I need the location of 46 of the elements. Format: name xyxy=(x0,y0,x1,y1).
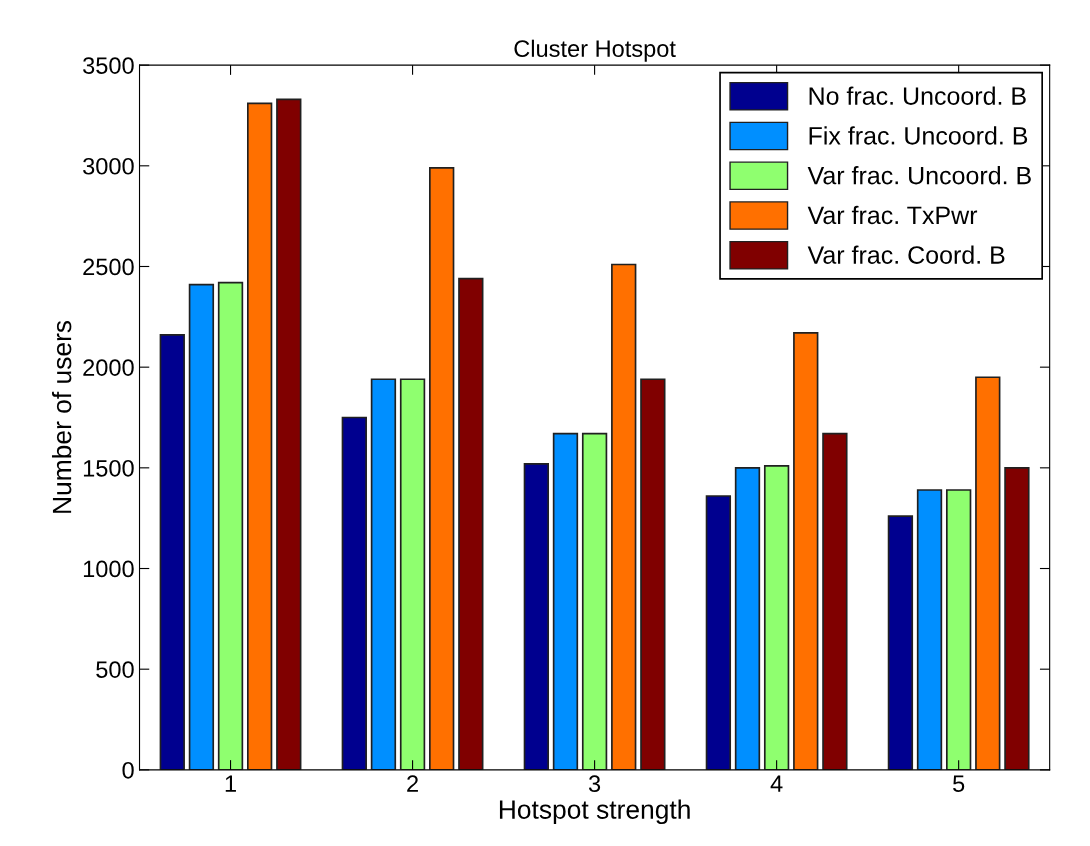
bar xyxy=(734,467,761,770)
y-tick-label: 1000 xyxy=(83,560,134,578)
y-tick-label: 2500 xyxy=(83,258,134,276)
bar xyxy=(246,102,273,770)
bar xyxy=(1004,467,1030,770)
bar xyxy=(763,464,790,770)
bar xyxy=(523,462,550,770)
bar xyxy=(581,432,608,770)
bar xyxy=(276,98,302,770)
bar xyxy=(916,489,943,770)
y-tick-label: 0 xyxy=(122,761,134,779)
bar xyxy=(887,515,914,770)
bar xyxy=(822,432,848,770)
bar xyxy=(370,378,397,770)
x-tick-label: 5 xyxy=(953,775,965,793)
x-axis-title: Hotspot strength xyxy=(499,799,690,825)
y-tick-label: 3000 xyxy=(83,157,134,175)
y-tick-label: 3500 xyxy=(83,57,134,74)
bar xyxy=(945,489,972,770)
y-axis-title: Number of users xyxy=(51,320,72,513)
bar xyxy=(159,334,185,770)
bar xyxy=(399,378,426,770)
chart-title: Cluster Hotspot xyxy=(514,39,676,62)
x-tick-label: 2 xyxy=(407,775,418,792)
y-tick-label: 1500 xyxy=(83,459,134,477)
x-tick-label: 3 xyxy=(588,775,601,793)
bar xyxy=(640,378,666,770)
bar xyxy=(217,281,244,770)
legend-label: Fix frac. Uncoord. B xyxy=(809,126,1028,145)
bar xyxy=(429,166,455,770)
legend-label: Var frac. TxPwr xyxy=(807,205,978,225)
y-tick-label: 2000 xyxy=(83,359,134,376)
bar xyxy=(793,332,819,770)
legend-label: Var frac. Coord. B xyxy=(807,245,1005,264)
bar xyxy=(611,263,637,770)
bar xyxy=(975,376,1001,770)
y-tick-label: 500 xyxy=(96,661,134,678)
bar xyxy=(188,283,215,770)
bar xyxy=(458,277,484,770)
x-tick-label: 1 xyxy=(225,775,236,792)
bar xyxy=(705,495,732,770)
bar xyxy=(552,432,579,770)
legend-label: Var frac. Uncoord. B xyxy=(807,166,1031,185)
x-tick-label: 4 xyxy=(770,775,783,792)
legend-label: No frac. Uncoord. B xyxy=(809,86,1026,105)
bar xyxy=(341,416,367,770)
